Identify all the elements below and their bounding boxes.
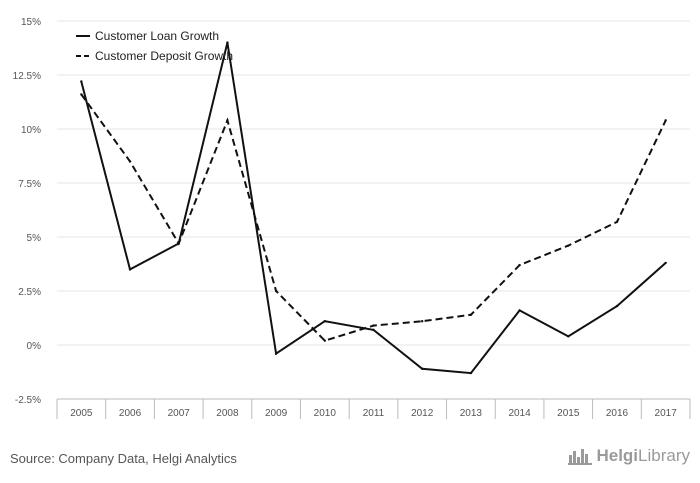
- y-tick-label: 2.5%: [18, 287, 41, 298]
- x-axis: 2005 2006 2007 2008 2009 2010 2011 2012 2013 2014…: [56, 398, 691, 419]
- loan-growth-point-2013: [469, 371, 473, 375]
- y-tick-label: 12.5%: [13, 71, 41, 82]
- deposit-growth-point-2015: [567, 244, 570, 247]
- y-tick-label: 5%: [27, 233, 42, 244]
- deposit-growth-point-2017: [664, 119, 667, 122]
- y-tick-label: 15%: [21, 17, 41, 28]
- deposit-growth-point-2008: [226, 119, 229, 122]
- loan-growth-point-2009: [274, 352, 278, 355]
- x-tick-label: 2005: [70, 408, 93, 419]
- series-line-loan-growth: [80, 42, 667, 375]
- loan-growth-point-2016: [615, 304, 619, 308]
- series-line-deposit-growth: [80, 93, 667, 342]
- source-note: Source: Company Data, Helgi Analytics: [10, 451, 237, 466]
- loan-growth-point-2006: [128, 268, 132, 271]
- brand-prefix: Helgi: [596, 446, 639, 465]
- y-tick-label: -2.5%: [15, 395, 41, 406]
- loan-growth-point-2005: [80, 80, 83, 83]
- loan-growth-point-2010: [323, 320, 327, 323]
- deposit-growth-point-2009: [274, 289, 278, 293]
- x-tick-label: 2012: [411, 408, 434, 419]
- y-tick-label: 0%: [27, 341, 42, 352]
- legend-label-loan: Customer Loan Growth: [95, 29, 219, 43]
- grid-lines: [57, 20, 690, 346]
- y-tick-label: 7.5%: [18, 179, 41, 190]
- x-tick-label: 2011: [363, 408, 385, 419]
- deposit-growth-point-2010: [323, 339, 327, 342]
- deposit-growth-point-2005: [80, 93, 83, 96]
- loan-growth-point-2015: [567, 335, 570, 338]
- x-tick-label: 2017: [655, 408, 678, 419]
- deposit-growth-point-2013: [469, 313, 473, 316]
- y-tick-label: 10%: [21, 125, 41, 136]
- x-tick-label: 2006: [119, 408, 142, 419]
- deposit-growth-point-2007: [177, 242, 180, 245]
- legend-label-deposit: Customer Deposit Growth: [95, 49, 233, 63]
- helgi-library-logo: HelgiLibrary: [568, 446, 690, 466]
- x-tick-label: 2016: [606, 408, 629, 419]
- x-tick-label: 2015: [557, 408, 580, 419]
- deposit-growth-point-2006: [128, 160, 132, 163]
- x-tick-label: 2014: [508, 408, 531, 419]
- city-skyline-icon: [568, 449, 593, 465]
- x-tick-label: 2010: [314, 408, 337, 419]
- loan-growth-point-2011: [372, 328, 375, 332]
- line-chart: -2.5%0%2.5%5%7.5%10%12.5%15% 2005 2006 200…: [13, 17, 691, 419]
- series-lines: [80, 41, 667, 375]
- y-axis-ticks: -2.5% 0% 2.5% 5% 7.5% 10% 12.5% 15%: [13, 17, 41, 406]
- deposit-growth-point-2011: [372, 324, 375, 327]
- x-tick-label: 2009: [265, 408, 288, 419]
- loan-growth-point-2017: [664, 261, 667, 265]
- x-tick-label: 2007: [168, 408, 191, 419]
- brand-suffix: Library: [638, 446, 690, 465]
- x-tick-label: 2013: [460, 408, 483, 419]
- loan-growth-point-2014: [518, 309, 521, 312]
- loan-growth-point-2012: [420, 367, 424, 370]
- deposit-growth-point-2016: [615, 220, 619, 224]
- x-tick-label: 2008: [216, 408, 239, 419]
- loan-growth-point-2008: [226, 41, 229, 44]
- deposit-growth-point-2012: [420, 320, 424, 323]
- legend: Customer Loan Growth Customer Deposit Gr…: [76, 29, 233, 63]
- deposit-growth-point-2014: [518, 263, 521, 267]
